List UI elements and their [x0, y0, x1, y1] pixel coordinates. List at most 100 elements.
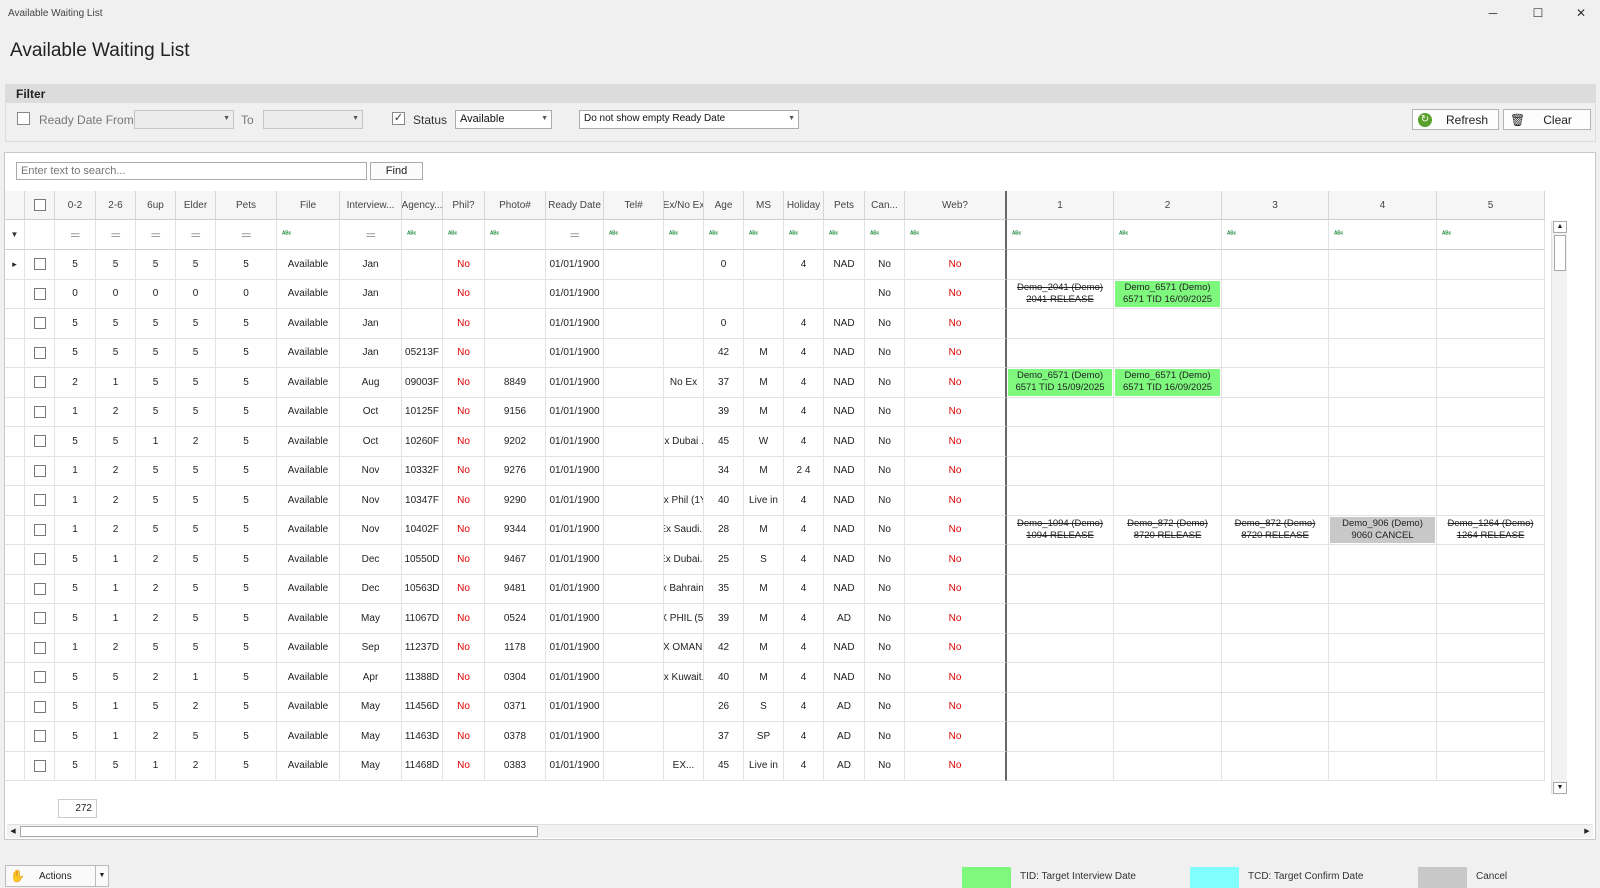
equals-operator-icon[interactable]: ==	[111, 229, 120, 240]
slot-cell[interactable]	[1007, 250, 1114, 280]
slot-cell[interactable]	[1222, 633, 1329, 663]
slot-cell[interactable]	[1437, 574, 1545, 604]
contains-operator-icon[interactable]: ᴬᴮᶜ	[609, 231, 619, 238]
row-checkbox[interactable]	[33, 287, 46, 300]
filter-cell[interactable]: ==	[96, 220, 136, 250]
slot-cell[interactable]	[1329, 545, 1437, 575]
slot-cell[interactable]	[1007, 456, 1114, 486]
candidate-badge[interactable]: Demo_906 (Demo) 9060 CANCEL	[1330, 516, 1435, 543]
table-row[interactable]: 5 5 1 2 5 Available Oct 10260F No 9202 01/01/1900 E…	[5, 427, 1550, 457]
slot-cell[interactable]	[1222, 456, 1329, 486]
slot-cell[interactable]	[1222, 545, 1329, 575]
slot-cell[interactable]	[1437, 279, 1545, 309]
hscroll-right-arrow[interactable]: ▶	[1584, 828, 1590, 835]
hscroll-thumb[interactable]	[20, 826, 538, 837]
filter-cell[interactable]: ᴬᴮᶜ	[1329, 220, 1437, 250]
row-checkbox[interactable]	[33, 346, 46, 359]
slot-cell[interactable]	[1222, 574, 1329, 604]
contains-operator-icon[interactable]: ᴬᴮᶜ	[1119, 231, 1129, 238]
slot-cell[interactable]	[1007, 309, 1114, 339]
slot-cell[interactable]	[1114, 427, 1222, 457]
row-select-cell[interactable]	[25, 368, 55, 398]
candidate-badge[interactable]: Demo_872 (Demo) 8720 RELEASE	[1223, 517, 1327, 544]
slot-cell[interactable]	[1329, 279, 1437, 309]
slot-cell[interactable]	[1329, 368, 1437, 398]
select-all-cell[interactable]	[25, 191, 55, 220]
candidate-badge[interactable]: Demo_6571 (Demo) 6571 TID 15/09/2025	[1008, 369, 1112, 396]
slot-cell[interactable]	[1222, 692, 1329, 722]
select-all-checkbox[interactable]	[33, 199, 46, 211]
contains-operator-icon[interactable]: ᴬᴮᶜ	[282, 231, 292, 238]
slot-cell[interactable]	[1329, 692, 1437, 722]
column-header[interactable]: 4	[1329, 191, 1437, 220]
table-row[interactable]: 5 1 2 5 5 Available May 11463D No 0378 01/01/1900 3…	[5, 722, 1550, 752]
filter-cell[interactable]: ᴬᴮᶜ	[443, 220, 485, 250]
equals-operator-icon[interactable]: ==	[191, 229, 200, 240]
slot-cell[interactable]	[1329, 574, 1437, 604]
column-header[interactable]: 2-6	[96, 191, 136, 220]
row-checkbox[interactable]	[33, 700, 46, 713]
slot-cell[interactable]	[1007, 397, 1114, 427]
slot-cell[interactable]: Demo_6571 (Demo) 6571 TID 16/09/2025	[1114, 279, 1222, 309]
filter-cell[interactable]: ==	[340, 220, 402, 250]
column-header[interactable]: Pets	[216, 191, 277, 220]
table-row[interactable]: 5 5 5 5 5 Available Jan No 01/01/1900 0 4 NAD No No	[5, 309, 1550, 339]
row-select-cell[interactable]	[25, 545, 55, 575]
slot-cell[interactable]	[1329, 604, 1437, 634]
row-checkbox[interactable]	[33, 641, 46, 654]
candidate-badge[interactable]: Demo_1264 (Demo) 1264 RELEASE	[1438, 517, 1543, 544]
vertical-scrollbar[interactable]: ▲ ▼	[1551, 221, 1567, 794]
slot-cell[interactable]	[1329, 309, 1437, 339]
slot-cell[interactable]: Demo_872 (Demo) 8720 RELEASE	[1222, 515, 1329, 545]
slot-cell[interactable]: Demo_872 (Demo) 8720 RELEASE	[1114, 515, 1222, 545]
status-select[interactable]: Available ▼	[455, 110, 552, 129]
slot-cell[interactable]	[1007, 751, 1114, 781]
slot-cell[interactable]	[1437, 427, 1545, 457]
hscroll-left-arrow[interactable]: ◀	[10, 828, 16, 835]
row-checkbox[interactable]	[33, 523, 46, 536]
table-row[interactable]: 1 2 5 5 5 Available Nov 10332F No 9276 01/01/1900 3…	[5, 456, 1550, 486]
contains-operator-icon[interactable]: ᴬᴮᶜ	[789, 231, 799, 238]
ready-date-from-checkbox[interactable]	[17, 112, 30, 125]
slot-cell[interactable]	[1437, 486, 1545, 516]
slot-cell[interactable]: Demo_906 (Demo) 9060 CANCEL	[1329, 515, 1437, 545]
filter-cell[interactable]: ==	[176, 220, 216, 250]
row-select-cell[interactable]	[25, 309, 55, 339]
row-select-cell[interactable]	[25, 515, 55, 545]
contains-operator-icon[interactable]: ᴬᴮᶜ	[669, 231, 679, 238]
column-header[interactable]: Tel#	[604, 191, 664, 220]
slot-cell[interactable]	[1222, 338, 1329, 368]
slot-cell[interactable]	[1437, 604, 1545, 634]
row-checkbox[interactable]	[33, 612, 46, 625]
table-row[interactable]: ▸ 5 5 5 5 5 Available Jan No 01/01/1900 0 4 NAD No No	[5, 250, 1550, 280]
slot-cell[interactable]	[1222, 309, 1329, 339]
slot-cell[interactable]	[1114, 397, 1222, 427]
row-select-cell[interactable]	[25, 722, 55, 752]
slot-cell[interactable]	[1114, 722, 1222, 752]
slot-cell[interactable]	[1007, 663, 1114, 693]
slot-cell[interactable]	[1329, 427, 1437, 457]
slot-cell[interactable]	[1007, 427, 1114, 457]
row-checkbox[interactable]	[33, 671, 46, 684]
row-checkbox[interactable]	[33, 553, 46, 566]
filter-cell[interactable]: ᴬᴮᶜ	[744, 220, 784, 250]
row-select-cell[interactable]	[25, 663, 55, 693]
table-row[interactable]: 5 5 1 2 5 Available May 11468D No 0383 01/01/1900 E…	[5, 751, 1550, 781]
row-select-cell[interactable]	[25, 427, 55, 457]
filter-cell[interactable]: ᴬᴮᶜ	[402, 220, 443, 250]
slot-cell[interactable]	[1437, 545, 1545, 575]
slot-cell[interactable]	[1222, 250, 1329, 280]
contains-operator-icon[interactable]: ᴬᴮᶜ	[1012, 231, 1022, 238]
filter-cell[interactable]: ᴬᴮᶜ	[664, 220, 704, 250]
row-checkbox[interactable]	[33, 730, 46, 743]
row-checkbox[interactable]	[33, 582, 46, 595]
row-select-cell[interactable]	[25, 338, 55, 368]
column-header[interactable]: MS	[744, 191, 784, 220]
slot-cell[interactable]	[1329, 397, 1437, 427]
candidate-badge[interactable]: Demo_6571 (Demo) 6571 TID 16/09/2025	[1115, 369, 1220, 396]
slot-cell[interactable]	[1114, 574, 1222, 604]
maximize-button[interactable]: ☐	[1532, 6, 1544, 20]
filter-cell[interactable]: ==	[136, 220, 176, 250]
ready-date-option-select[interactable]: Do not show empty Ready Date ▼	[579, 110, 799, 129]
row-select-cell[interactable]	[25, 751, 55, 781]
